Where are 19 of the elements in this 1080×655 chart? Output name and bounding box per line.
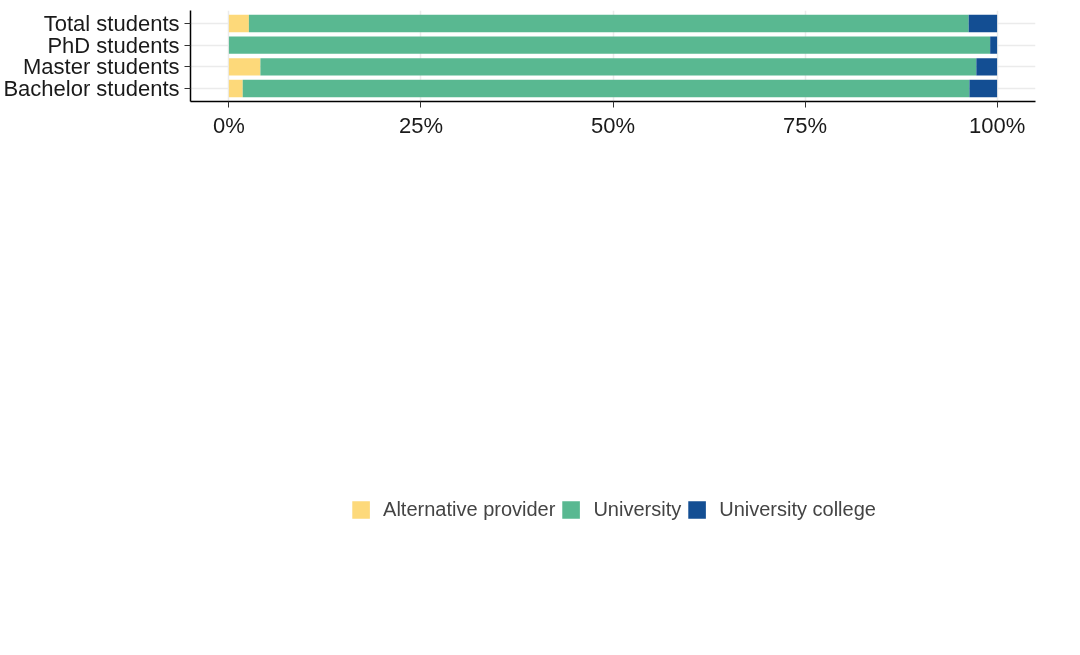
bar (242, 79, 970, 98)
bar (228, 79, 243, 98)
bar (990, 36, 998, 54)
bar (248, 14, 969, 33)
bar (976, 58, 998, 76)
bar (228, 36, 991, 54)
x-tick-label: 25% (398, 112, 443, 138)
x-tick-label: 50% (590, 112, 636, 138)
x-tick-label: 0% (213, 112, 245, 138)
legend-label: University (593, 497, 682, 521)
legend-label: Alternative provider (383, 497, 556, 521)
bar (228, 14, 249, 33)
x-tick-label: 75% (783, 112, 828, 138)
x-tick-label: 100% (968, 112, 1026, 138)
legend-label: University college (719, 497, 876, 521)
bar (968, 14, 998, 33)
bar (969, 79, 998, 98)
bar (228, 58, 261, 76)
bar (260, 58, 977, 76)
